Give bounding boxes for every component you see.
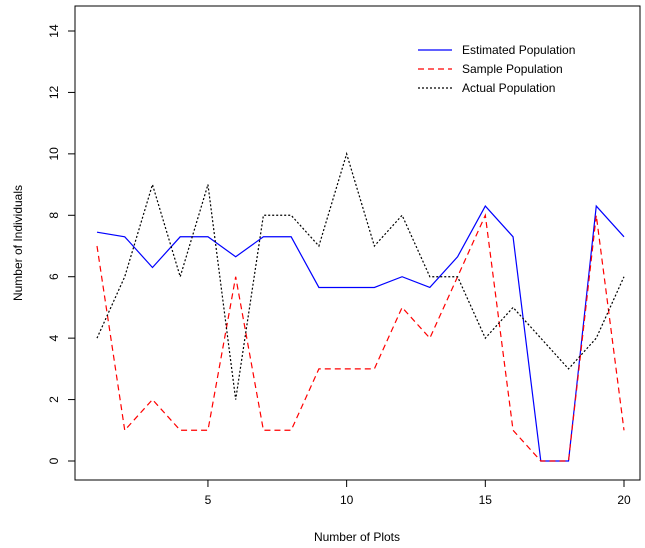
y-tick-label: 10 <box>47 147 61 161</box>
legend-label: Actual Population <box>462 81 555 95</box>
series-layer <box>96 151 625 462</box>
y-tick-label: 12 <box>47 85 61 99</box>
y-tick-label: 6 <box>47 273 61 280</box>
series-line-actual-population <box>96 151 625 400</box>
axes: 5 10 15 20 0 2 4 6 8 10 12 14 <box>47 24 631 507</box>
y-axis-title: Number of Individuals <box>11 185 25 301</box>
series-line-sample-population <box>96 213 625 462</box>
x-tick-label: 5 <box>205 493 212 507</box>
x-tick-label: 20 <box>617 493 631 507</box>
y-tick-label: 2 <box>47 396 61 403</box>
legend: Estimated Population Sample Population Act… <box>418 43 575 95</box>
legend-label: Estimated Population <box>462 43 575 57</box>
y-tick-label: 8 <box>47 212 61 219</box>
x-tick-label: 15 <box>479 493 493 507</box>
y-tick-label: 0 <box>47 457 61 464</box>
y-tick-label: 14 <box>47 24 61 38</box>
x-axis-title: Number of Plots <box>314 530 400 544</box>
y-tick-label: 4 <box>47 334 61 341</box>
plot-frame <box>74 5 641 481</box>
legend-label: Sample Population <box>462 62 563 76</box>
x-tick-label: 10 <box>340 493 354 507</box>
series-line-estimated-population <box>96 204 625 462</box>
